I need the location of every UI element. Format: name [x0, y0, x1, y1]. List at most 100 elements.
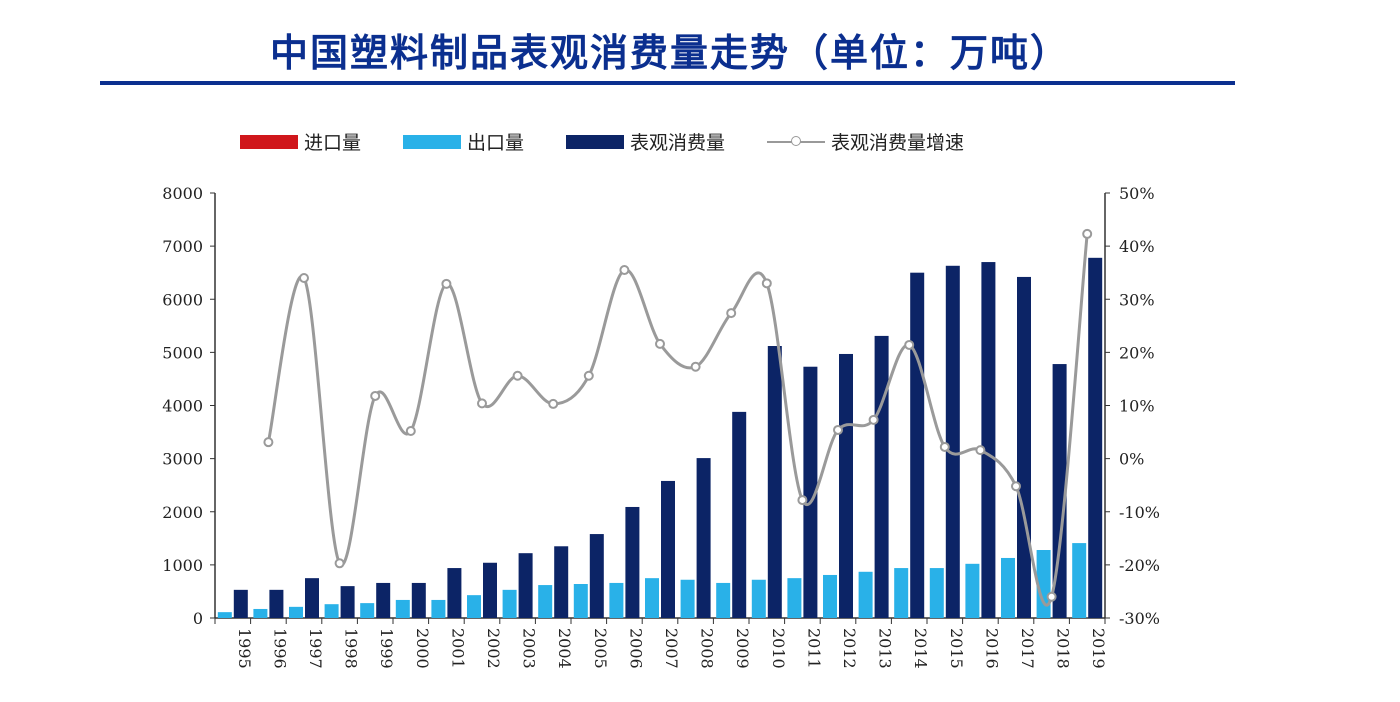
- bar-consumption: [803, 366, 818, 618]
- bar-consumption: [839, 353, 853, 618]
- bar-consumption: [661, 480, 675, 618]
- x-tick-label: 2006: [626, 628, 645, 669]
- growth-point: [548, 398, 559, 409]
- growth-point: [299, 273, 309, 283]
- bar-export: [324, 604, 339, 618]
- x-tick-label: 1999: [377, 628, 396, 669]
- growth-line: [266, 233, 1089, 607]
- bar-export: [395, 599, 410, 618]
- x-tick-label: 2005: [591, 628, 610, 669]
- bar-export: [467, 595, 481, 618]
- bar-consumption: [411, 582, 426, 618]
- x-tick-label: 2013: [876, 628, 895, 669]
- x-tick-label: 2001: [448, 628, 467, 669]
- growth-point: [726, 308, 737, 319]
- growth-point: [619, 265, 630, 276]
- x-tick-label: 2003: [520, 628, 539, 669]
- bar-consumption: [981, 262, 996, 618]
- growth-point: [1046, 591, 1057, 602]
- bar-consumption: [589, 534, 604, 618]
- bar-export: [929, 568, 944, 618]
- x-tick-label: 1997: [306, 628, 325, 669]
- y-right-tick-label: 0%: [1119, 450, 1144, 469]
- legend-swatch: [566, 134, 625, 149]
- x-tick-label: 2000: [413, 628, 432, 669]
- y-left-tick-label: 2000: [162, 503, 203, 522]
- y-right-tick-label: -10%: [1119, 503, 1160, 522]
- bar-consumption: [1052, 364, 1067, 618]
- bar-consumption: [483, 562, 497, 618]
- growth-point: [1082, 228, 1093, 239]
- y-right-tick-label: 30%: [1119, 290, 1155, 309]
- growth-point: [797, 495, 808, 506]
- x-tick-label: 2009: [733, 628, 752, 669]
- y-right-tick-label: 50%: [1119, 184, 1155, 203]
- growth-point: [690, 361, 701, 372]
- x-tick-label: 2017: [1018, 628, 1037, 669]
- bar-export: [823, 574, 837, 618]
- bar-consumption: [340, 586, 355, 618]
- growth-point: [655, 338, 665, 349]
- legend-line: [767, 135, 826, 146]
- y-right-tick-label: -20%: [1119, 556, 1160, 575]
- x-tick-label: 1995: [235, 628, 254, 669]
- bar-export: [1072, 543, 1087, 618]
- growth-point: [1011, 481, 1021, 492]
- y-left-tick-label: 7000: [162, 237, 203, 256]
- growth-point: [263, 437, 274, 448]
- bar-consumption: [376, 582, 391, 618]
- legend-item-consumption: 表观消费量: [566, 128, 725, 155]
- bar-consumption: [1017, 276, 1031, 618]
- x-tick-label: 2012: [840, 628, 859, 669]
- bar-consumption: [518, 553, 533, 618]
- y-right-tick-label: -30%: [1119, 609, 1160, 628]
- bar-consumption: [696, 458, 711, 618]
- bar-export: [538, 585, 553, 618]
- y-left-tick-label: 1000: [162, 556, 203, 575]
- legend-swatch: [403, 134, 462, 149]
- growth-point: [405, 426, 416, 436]
- bar-export: [573, 584, 588, 618]
- growth-point: [370, 390, 381, 401]
- y-left-tick-label: 8000: [162, 184, 203, 203]
- bar-export: [289, 606, 303, 618]
- bar-consumption: [945, 265, 960, 618]
- growth-point: [512, 370, 523, 381]
- bar-export: [502, 589, 517, 618]
- bar-export: [645, 578, 659, 618]
- y-left-tick-label: 0: [193, 609, 203, 628]
- growth-point: [939, 441, 950, 452]
- x-tick-label: 2016: [982, 628, 1001, 669]
- y-right-tick-label: 40%: [1119, 237, 1155, 256]
- bar-consumption: [874, 335, 889, 618]
- y-right-tick-label: 20%: [1119, 343, 1155, 362]
- legend-label: 进口量: [304, 132, 362, 154]
- bar-export: [609, 582, 624, 618]
- y-right-tick-label: 10%: [1119, 397, 1155, 416]
- bar-export: [1001, 557, 1015, 618]
- growth-point: [975, 445, 986, 456]
- bar-consumption: [1088, 257, 1103, 618]
- x-tick-label: 2019: [1089, 628, 1108, 669]
- x-tick-label: 2002: [484, 628, 503, 669]
- y-left-tick-label: 5000: [162, 343, 203, 362]
- bar-export: [1036, 550, 1051, 618]
- growth-point: [441, 278, 452, 289]
- bar-export: [253, 608, 268, 618]
- growth-point: [477, 398, 487, 409]
- x-tick-label: 2015: [947, 628, 966, 669]
- bar-consumption: [305, 578, 319, 618]
- legend: 进口量 出口量 表观消费量 表观消费量增速: [240, 128, 964, 155]
- chart-title: 中国塑料制品表观消费量走势（单位：万吨）: [269, 30, 1070, 75]
- y-left-tick-label: 4000: [162, 397, 203, 416]
- growth-point: [904, 339, 915, 350]
- x-tick-label: 2004: [555, 628, 574, 669]
- x-tick-label: 2007: [662, 628, 681, 669]
- legend-swatch: [240, 134, 298, 149]
- x-tick-label: 2010: [769, 628, 788, 669]
- growth-point: [868, 414, 879, 425]
- legend-label: 表观消费量: [630, 132, 726, 154]
- bar-consumption: [233, 589, 248, 618]
- bar-consumption: [910, 272, 925, 618]
